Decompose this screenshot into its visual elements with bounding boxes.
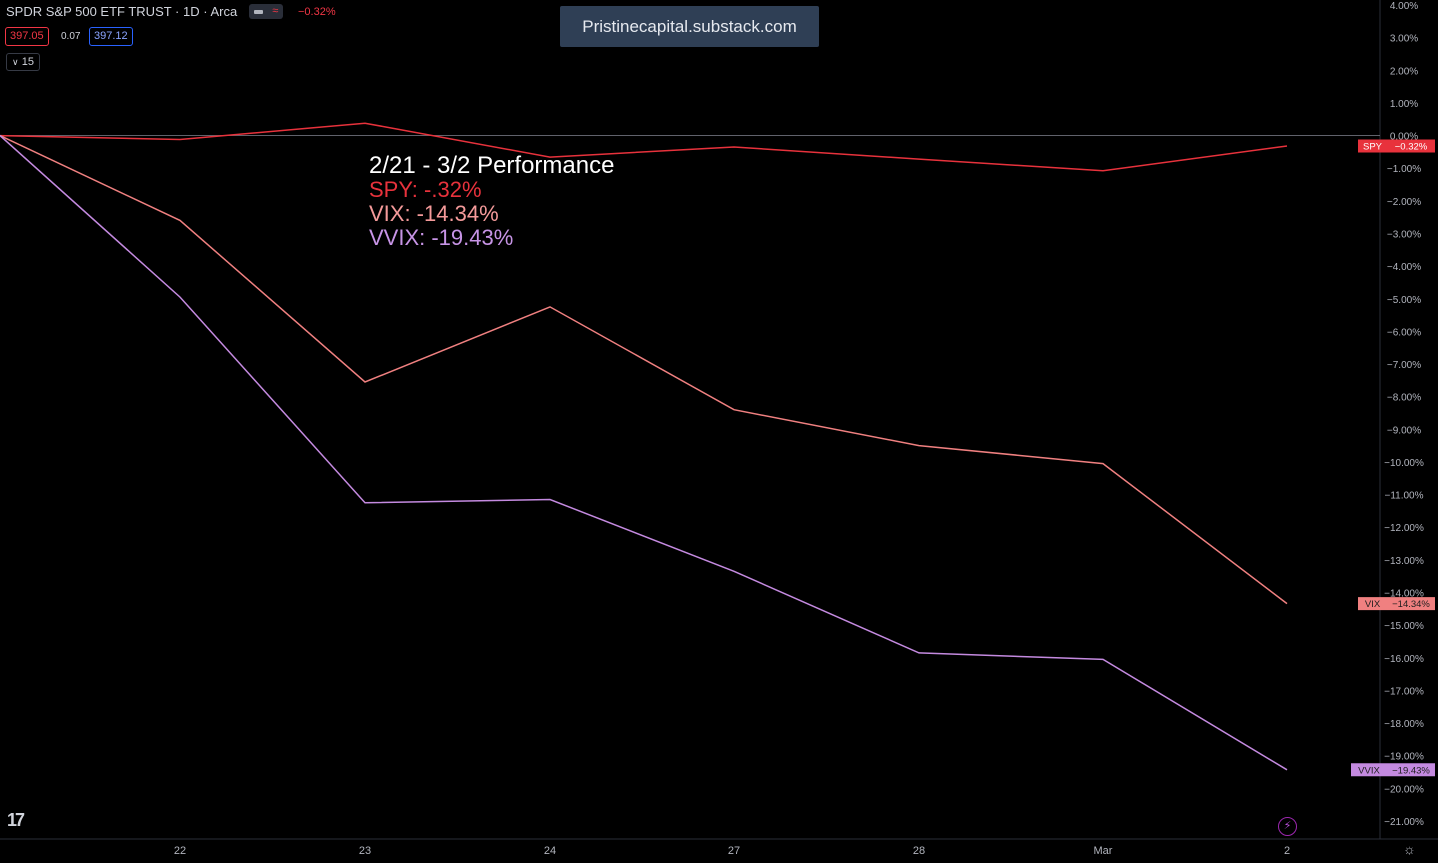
y-tick-label: −19.00%	[1384, 752, 1424, 763]
x-tick-label: 27	[728, 845, 740, 857]
annotation-line: SPY: -.32%	[369, 177, 482, 202]
y-tick-label: −5.00%	[1387, 295, 1421, 306]
x-tick-label: 23	[359, 845, 371, 857]
y-tick-label: −3.00%	[1387, 229, 1421, 240]
y-tick-label: −1.00%	[1387, 164, 1421, 175]
ask-price-button[interactable]: 397.12	[89, 27, 133, 46]
quantity-selector[interactable]: ∨ 15	[6, 53, 40, 71]
x-tick-label: 24	[544, 845, 556, 857]
toggle-icon[interactable]: ≈	[249, 4, 283, 19]
x-tick-label: 28	[913, 845, 925, 857]
quantity-value: 15	[21, 56, 34, 68]
y-tick-label: −10.00%	[1384, 458, 1424, 469]
y-tick-label: −15.00%	[1384, 621, 1424, 632]
y-tick-label: 4.00%	[1390, 1, 1418, 12]
watermark-banner: Pristinecapital.substack.com	[560, 6, 819, 47]
x-tick-label: 2	[1284, 845, 1290, 857]
y-tick-label: −13.00%	[1384, 556, 1424, 567]
series-line-vix	[0, 134, 1288, 605]
series-value-spy: −0.32%	[1395, 142, 1428, 153]
y-tick-label: 2.00%	[1390, 66, 1418, 77]
series-value-tag-spy	[1387, 139, 1435, 153]
spread-value: 0.07	[61, 31, 81, 42]
annotation-line: VVIX: -19.43%	[369, 225, 513, 250]
tradingview-logo[interactable]: 17	[7, 810, 25, 830]
y-tick-label: 3.00%	[1390, 34, 1418, 45]
y-tick-label: −16.00%	[1384, 654, 1424, 665]
series-value-vix: −14.34%	[1392, 599, 1430, 610]
series-name-tag-vix	[1358, 597, 1387, 611]
y-tick-label: −9.00%	[1387, 425, 1421, 436]
annotation-line: VIX: -14.34%	[369, 201, 499, 226]
change-percent: −0.32%	[298, 6, 336, 18]
y-tick-label: −4.00%	[1387, 262, 1421, 273]
series-name-vvix: VVIX	[1358, 765, 1380, 776]
series-line-vvix	[0, 135, 1288, 771]
y-tick-label: 0.00%	[1390, 132, 1418, 143]
y-tick-label: −7.00%	[1387, 360, 1421, 371]
wave-icon: ≈	[272, 5, 279, 17]
y-tick-label: −6.00%	[1387, 327, 1421, 338]
y-tick-label: −17.00%	[1384, 686, 1424, 697]
y-tick-label: −8.00%	[1387, 393, 1421, 404]
y-tick-label: −18.00%	[1384, 719, 1424, 730]
y-tick-label: −12.00%	[1384, 523, 1424, 534]
series-name-tag-spy	[1358, 139, 1387, 153]
symbol-title[interactable]: SPDR S&P 500 ETF TRUST · 1D · Arca	[6, 4, 238, 19]
series-name-vix: VIX	[1365, 599, 1381, 610]
gear-icon[interactable]: ☼	[1403, 841, 1416, 857]
series-value-tag-vix	[1387, 597, 1435, 611]
chevron-down-icon: ∨	[12, 57, 19, 67]
bid-price-button[interactable]: 397.05	[5, 27, 49, 46]
y-tick-label: 1.00%	[1390, 99, 1418, 110]
flash-icon[interactable]: ⚡	[1278, 817, 1297, 836]
y-tick-label: −11.00%	[1384, 491, 1423, 502]
x-tick-label: Mar	[1094, 845, 1113, 857]
y-tick-label: −21.00%	[1384, 817, 1424, 828]
annotation-title: 2/21 - 3/2 Performance	[369, 152, 614, 179]
series-line-spy	[0, 122, 1288, 172]
series-name-tag-vvix	[1351, 763, 1387, 777]
x-tick-label: 22	[174, 845, 186, 857]
y-tick-label: −20.00%	[1384, 784, 1424, 795]
series-name-spy: SPY	[1363, 142, 1383, 153]
y-tick-label: −14.00%	[1384, 589, 1424, 600]
toggle-dot-icon	[253, 9, 263, 14]
series-value-tag-vvix	[1387, 763, 1435, 777]
y-tick-label: −2.00%	[1387, 197, 1421, 208]
series-value-vvix: −19.43%	[1392, 765, 1430, 776]
